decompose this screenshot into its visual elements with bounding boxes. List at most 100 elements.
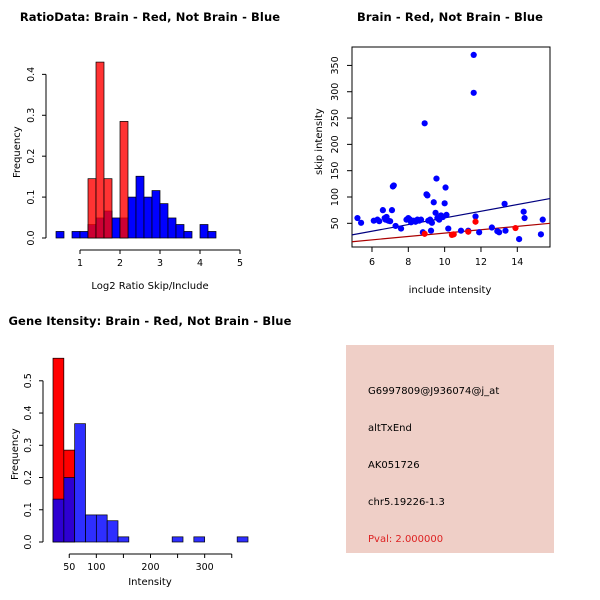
histogram-bar-brain	[87, 178, 97, 239]
scatter-point-not-brain	[390, 182, 397, 189]
gene-bars	[52, 357, 249, 543]
ratio-histogram-canvas: 0.0 0.1 0.2 0.3 0.4 1 2 3 4 5	[26, 61, 243, 269]
scatter-frame	[351, 46, 551, 248]
histogram-bar-not-brain	[175, 224, 185, 239]
histogram-bar-not-brain	[159, 203, 169, 239]
x-tick-label: 3	[157, 258, 163, 269]
regression-line	[351, 197, 551, 236]
scatter-point-not-brain	[433, 175, 440, 182]
x-tick-label: 14	[511, 257, 523, 268]
scatter-point-not-brain	[442, 184, 449, 191]
histogram-bar-not-brain	[117, 536, 130, 543]
histogram-bar-brain	[119, 121, 129, 239]
y-tick-label: 0.4	[23, 405, 34, 420]
y-tick-label: 0.5	[23, 373, 34, 388]
info-accession: AK051726	[368, 460, 420, 471]
x-tick-label: 100	[87, 562, 105, 573]
histogram-bar-not-brain	[167, 217, 177, 239]
scatter-point-not-brain	[521, 214, 528, 222]
scatter-point-not-brain	[470, 89, 477, 96]
scatter-point-not-brain	[424, 192, 431, 199]
scatter-point-not-brain	[443, 211, 450, 218]
y-tick-label: 0.0	[23, 534, 34, 549]
y-tick-label: 100	[330, 188, 341, 206]
scatter-point-not-brain	[379, 207, 386, 214]
scatter-point-not-brain	[388, 207, 396, 214]
histogram-bar-not-brain	[193, 536, 206, 543]
histogram-bar-not-brain	[135, 175, 145, 239]
histogram-bar-not-brain	[52, 498, 65, 543]
gene-intensity-title: Gene Itensity: Brain - Red, Not Brain - …	[8, 314, 292, 328]
info-pvalue: Pval: 2.000000	[368, 534, 444, 545]
ratio-bars	[55, 61, 217, 239]
info-locus: chr5.19226-1.3	[368, 497, 445, 508]
scatter-point-not-brain	[417, 216, 425, 223]
histogram-bar-not-brain	[63, 477, 76, 543]
gene-intensity-xlabel: Intensity	[128, 577, 172, 588]
y-tick-label: 0.3	[26, 108, 37, 123]
y-tick-label: 350	[330, 56, 341, 74]
scatter-point-not-brain	[354, 214, 361, 222]
histogram-bar-not-brain	[199, 224, 209, 239]
scatter-point-brain	[472, 218, 479, 225]
scatter-point-brain	[465, 228, 472, 235]
histogram-bar-not-brain	[79, 231, 89, 239]
x-tick-label: 12	[475, 257, 487, 268]
gene-axes: 0.0 0.1 0.2 0.3 0.4 0.5 50 100 200 300	[23, 373, 233, 573]
x-tick-label: 200	[141, 562, 159, 573]
scatter-point-brain	[421, 230, 428, 237]
x-tick-label: 4	[197, 258, 203, 269]
y-tick-label: 50	[330, 217, 341, 229]
y-tick-label: 0.4	[26, 67, 37, 82]
x-tick-label: 5	[237, 258, 243, 269]
scatter-point-not-brain	[476, 229, 483, 236]
y-tick-label: 0.2	[23, 470, 34, 485]
y-tick-label: 0.1	[23, 502, 34, 517]
scatter-point-brain	[450, 231, 457, 238]
scatter-point-not-brain	[520, 208, 527, 215]
y-tick-label: 250	[330, 109, 341, 127]
scatter-point-not-brain	[516, 236, 523, 243]
scatter-point-not-brain	[421, 120, 428, 127]
x-tick-label: 8	[405, 257, 411, 268]
gene-intensity-canvas: 0.0 0.1 0.2 0.3 0.4 0.5 50 100 200 300	[23, 357, 249, 573]
histogram-bar-not-brain	[151, 190, 161, 239]
y-tick-label: 150	[330, 162, 341, 180]
histogram-bar-not-brain	[171, 536, 184, 543]
scatter-point-not-brain	[397, 225, 405, 232]
ratio-histogram-xlabel: Log2 Ratio Skip/Include	[91, 281, 209, 292]
scatter-point-not-brain	[387, 218, 394, 225]
x-tick-label: 6	[369, 257, 375, 268]
x-tick-label: 50	[63, 562, 75, 573]
ratio-histogram-title: RatioData: Brain - Red, Not Brain - Blue	[19, 10, 281, 24]
scatter-point-not-brain	[445, 225, 452, 232]
ratio-axes: 0.0 0.1 0.2 0.3 0.4 1 2 3 4 5	[26, 67, 243, 269]
scatter-point-brain	[512, 224, 519, 232]
histogram-bar-not-brain	[55, 231, 65, 239]
histogram-bar-brain	[95, 61, 105, 239]
x-tick-label: 300	[196, 562, 214, 573]
scatter-point-not-brain	[357, 219, 365, 226]
scatter-point-not-brain	[376, 218, 383, 225]
ratio-histogram-panel: RatioData: Brain - Red, Not Brain - Blue…	[0, 0, 300, 300]
histogram-bar-not-brain	[143, 196, 153, 239]
scatter-point-not-brain	[488, 224, 495, 231]
gene-info-panel: G6997809@J936074@j_at altTxEnd AK051726 …	[300, 300, 600, 600]
scatter-axes: 50 100 150 200 250 300 350 6 8 10 12 14	[330, 56, 523, 268]
gene-intensity-histogram-panel: Gene Itensity: Brain - Red, Not Brain - …	[0, 300, 300, 600]
histogram-bar-not-brain	[236, 536, 249, 543]
scatter-point-not-brain	[457, 227, 465, 234]
gene-info-box: G6997809@J936074@j_at altTxEnd AK051726 …	[346, 345, 554, 553]
y-tick-label: 300	[330, 83, 341, 101]
scatter-point-not-brain	[472, 213, 479, 220]
histogram-bar-not-brain	[74, 423, 86, 543]
y-tick-label: 0.2	[26, 149, 37, 164]
scatter-point-not-brain	[432, 209, 439, 216]
histogram-bar-not-brain	[106, 520, 119, 543]
scatter-point-not-brain	[470, 51, 477, 58]
histogram-bar-not-brain	[95, 514, 108, 543]
scatter-point-not-brain	[501, 200, 508, 207]
scatter-point-not-brain	[537, 231, 545, 238]
x-tick-label: 1	[77, 258, 83, 269]
scatter-point-not-brain	[539, 216, 546, 223]
